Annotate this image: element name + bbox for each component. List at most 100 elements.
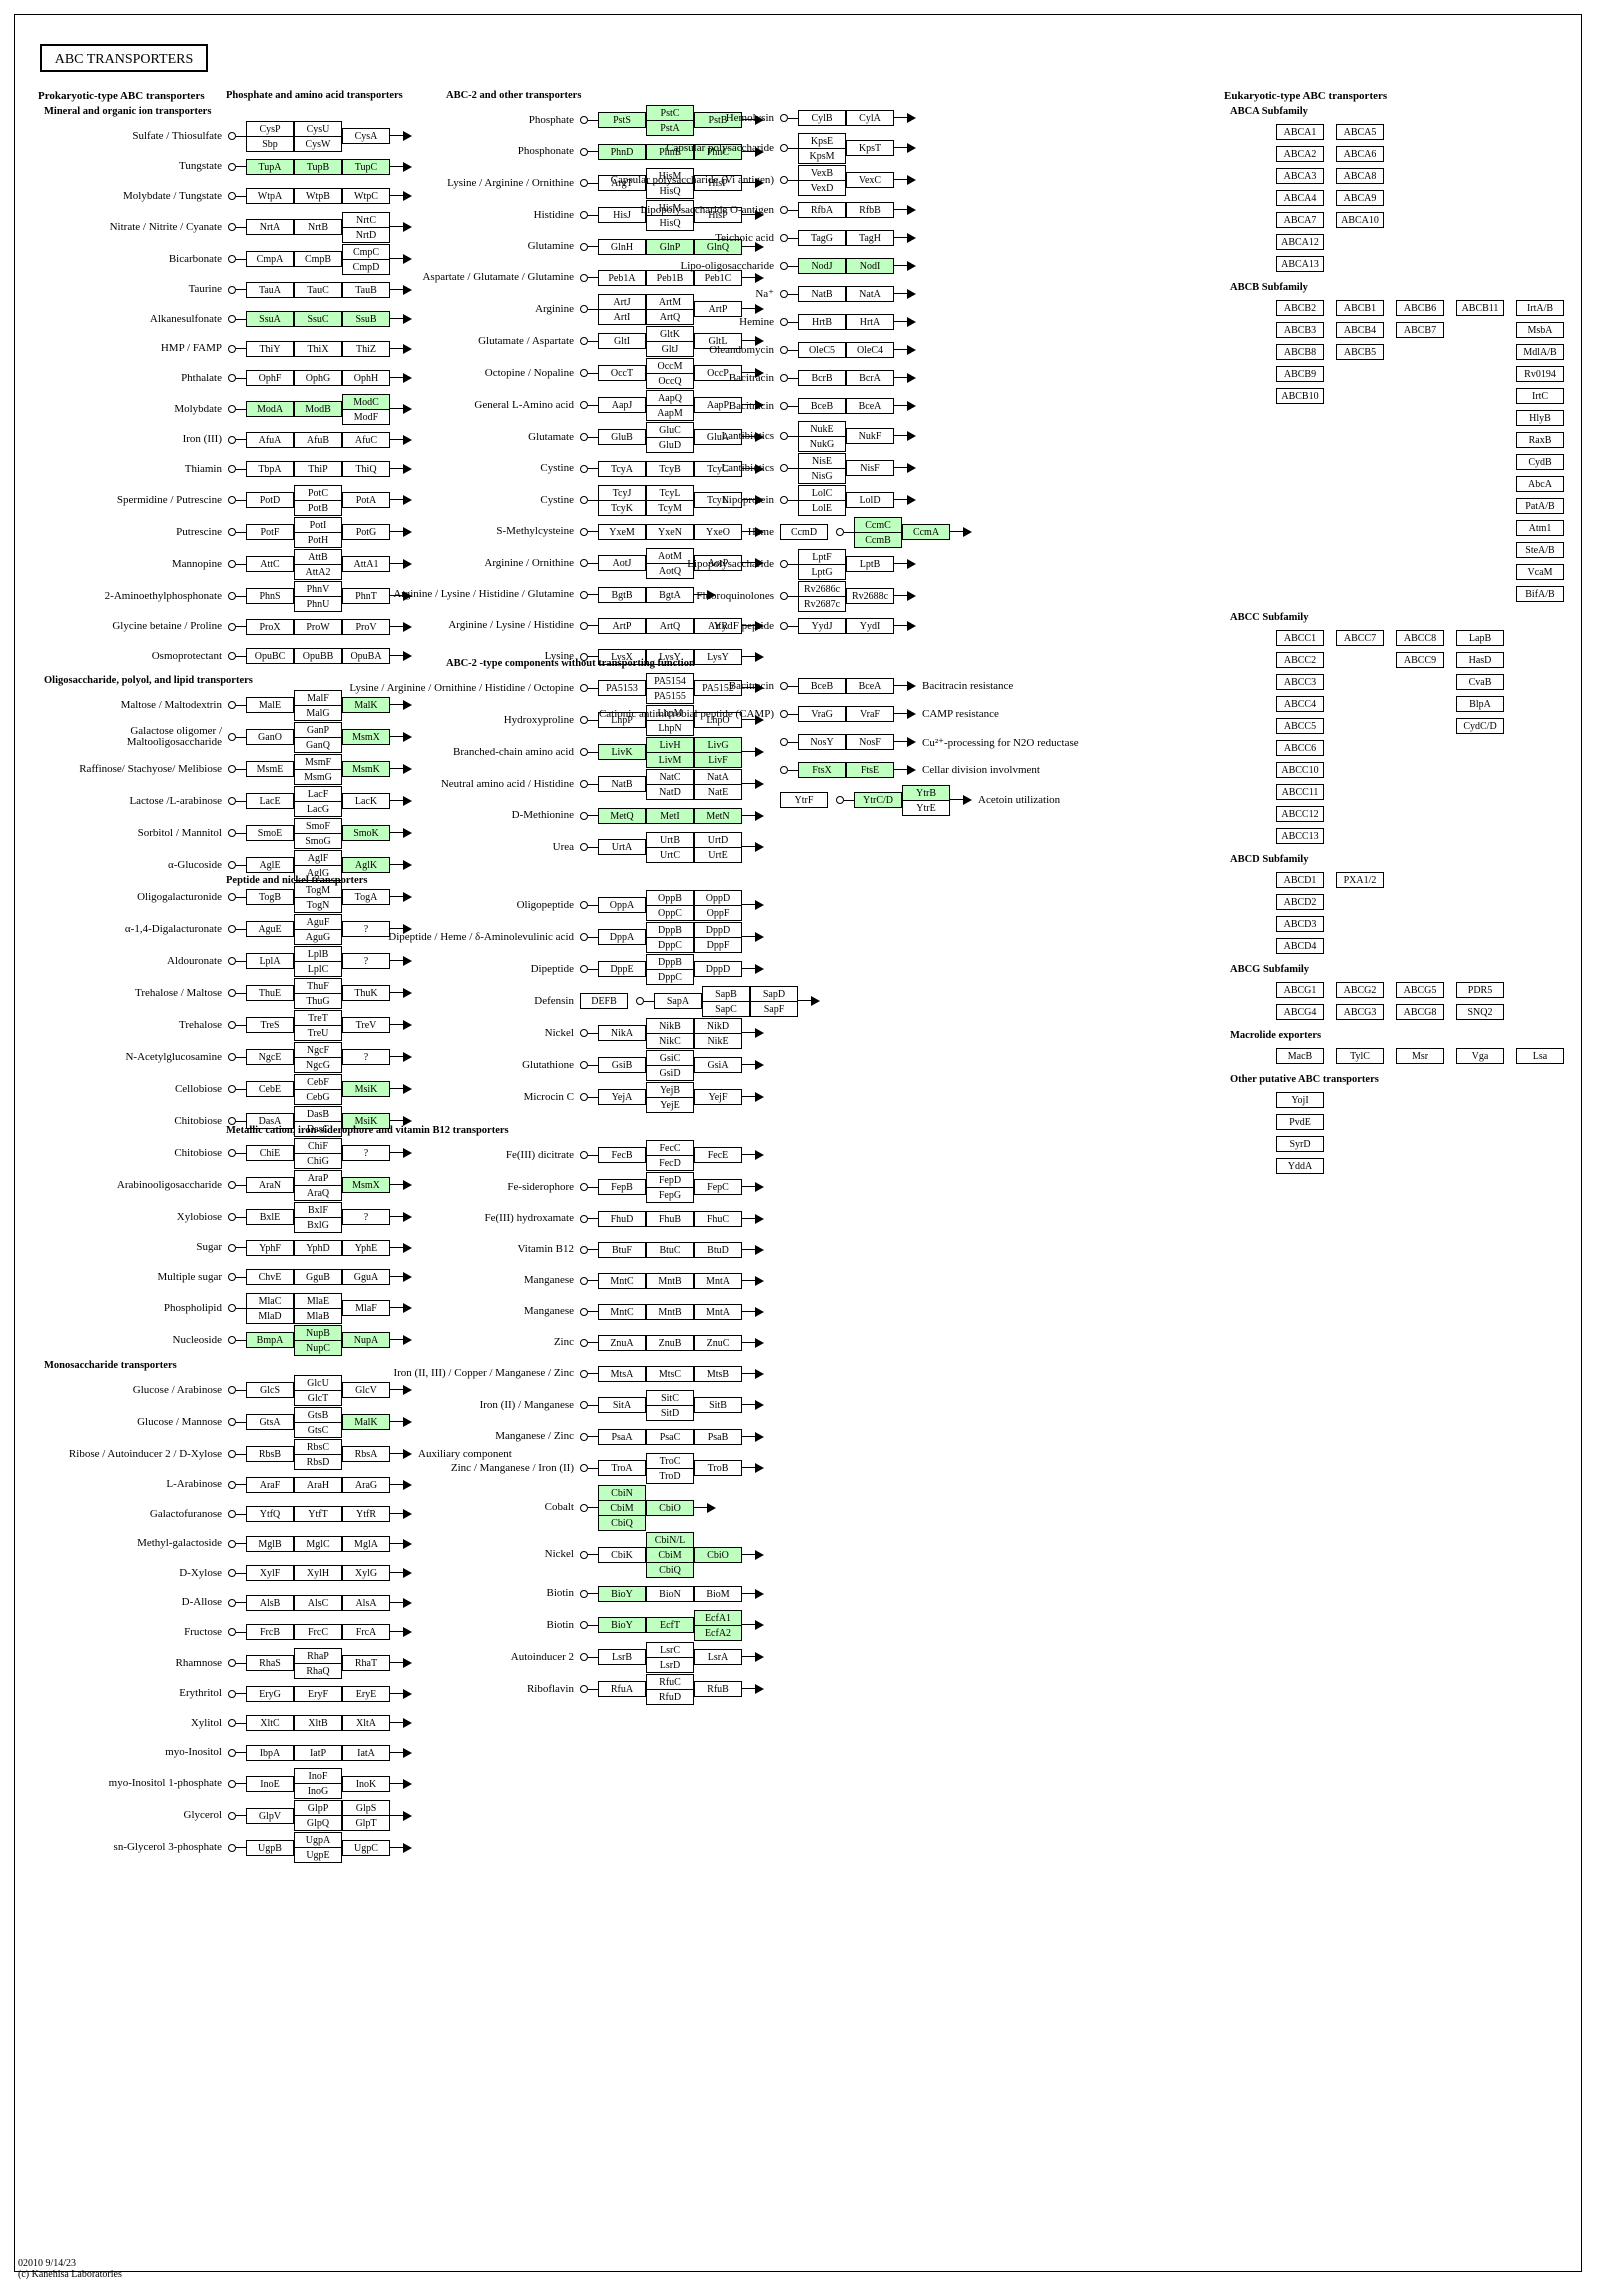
gene-box[interactable]: CebE [246, 1081, 294, 1097]
gene-box[interactable]: NukF [846, 428, 894, 444]
gene-box[interactable]: NikC [646, 1032, 694, 1049]
gene-box[interactable]: TagH [846, 230, 894, 246]
gene-box[interactable]: FtsX [798, 762, 846, 778]
transporter-row[interactable]: Arabinooligosaccharide AraN AraP AraQ MsmX [38, 1169, 512, 1201]
gene-box[interactable]: AotQ [646, 562, 694, 579]
transporter-row[interactable]: Xylobiose BxlE BxlF BxlG? [38, 1201, 512, 1233]
transporter-row[interactable]: Mannopine AttC AttB AttA2 AttA1 [38, 548, 512, 580]
gene-box[interactable]: TupB [294, 158, 342, 175]
gene-box[interactable]: ABCG4 [1276, 1004, 1324, 1020]
gene-box[interactable]: LsrC [646, 1641, 694, 1658]
gene-box[interactable]: TogM [294, 881, 342, 898]
gene-box[interactable]: ABCB8 [1276, 344, 1324, 360]
gene-box[interactable]: CylB [798, 110, 846, 126]
gene-box[interactable]: ABCD3 [1276, 916, 1324, 932]
gene-box[interactable]: DppD [694, 961, 742, 977]
gene-box[interactable]: PhnU [294, 595, 342, 612]
gene-box[interactable]: EryG [246, 1685, 294, 1702]
gene-box[interactable]: NrtD [342, 226, 390, 243]
gene-box[interactable]: ABCC5 [1276, 718, 1324, 734]
gene-box[interactable]: MntC [598, 1272, 646, 1289]
gene-box[interactable]: AfuC [342, 431, 390, 448]
gene-box[interactable]: MntC [598, 1303, 646, 1320]
gene-box[interactable]: ArtQ [646, 308, 694, 325]
gene-box[interactable]: GanO [246, 729, 294, 745]
gene-box[interactable]: NisE [798, 452, 846, 469]
gene-box[interactable]: YphF [246, 1239, 294, 1256]
gene-box[interactable]: RhaQ [294, 1662, 342, 1679]
gene-box[interactable]: MsbA [1516, 322, 1564, 338]
gene-box[interactable]: BgtA [646, 586, 694, 603]
transporter-row[interactable]: Cellobiose CebE CebF CebG MsiK [38, 1073, 512, 1105]
gene-box[interactable]: VraF [846, 706, 894, 722]
gene-box[interactable]: AraN [246, 1177, 294, 1193]
gene-box[interactable]: HisP [694, 207, 742, 223]
gene-box[interactable]: MtsB [694, 1365, 742, 1382]
gene-box[interactable]: MalG [294, 704, 342, 721]
gene-box[interactable]: LolC [798, 484, 846, 501]
gene-box[interactable]: DEFB [580, 993, 628, 1009]
gene-box[interactable]: ABCC2 [1276, 652, 1324, 668]
gene-box[interactable]: SteA/B [1516, 542, 1564, 558]
gene-box[interactable]: NisF [846, 460, 894, 476]
gene-box[interactable]: ABCA12 [1276, 234, 1324, 250]
transporter-row[interactable]: Trehalose TreS TreT TreU TreV [38, 1009, 512, 1041]
gene-box[interactable]: ABCA6 [1336, 146, 1384, 162]
gene-box[interactable]: MntB [646, 1303, 694, 1320]
gene-box[interactable]: VraG [798, 706, 846, 722]
gene-box[interactable]: SapD [750, 985, 798, 1002]
gene-box[interactable]: NisG [798, 467, 846, 484]
transporter-row[interactable]: Fe(III) hydroxamate FhuD FhuB FhuC [220, 1203, 820, 1234]
transporter-row[interactable]: Phosphate PstS PstC PstA PstB [220, 104, 820, 136]
gene-box[interactable]: RfuD [646, 1688, 694, 1705]
gene-box[interactable]: GlpP [294, 1800, 342, 1816]
gene-box[interactable]: CbiM [646, 1546, 694, 1563]
gene-box[interactable]: NikD [694, 1017, 742, 1034]
gene-box[interactable]: SitD [646, 1404, 694, 1421]
gene-box[interactable]: ThiX [294, 340, 342, 357]
transporter-row[interactable]: Glutathione GsiB GsiC GsiD GsiA [220, 1049, 820, 1081]
transporter-row[interactable]: myo-Inositol 1-phosphate InoE InoF InoG InoK [38, 1768, 512, 1800]
gene-box[interactable]: LysY [694, 648, 742, 665]
transporter-row[interactable]: Hydroxyproline LhpP LhpM LhpN LhpO [220, 704, 820, 736]
gene-box[interactable]: YydJ [798, 618, 846, 634]
gene-box[interactable]: RbsA [342, 1446, 390, 1462]
gene-box[interactable]: ABCC12 [1276, 806, 1324, 822]
gene-box[interactable]: ABCG3 [1336, 1004, 1384, 1020]
gene-box[interactable]: OphF [246, 370, 294, 387]
transporter-row[interactable]: L-Arabinose AraF AraH AraG [38, 1470, 512, 1500]
transporter-row[interactable]: Glycine betaine / Proline ProX ProW ProV [38, 612, 512, 642]
gene-box[interactable]: CbiN/L [646, 1531, 694, 1548]
gene-box[interactable]: VexB [798, 164, 846, 181]
gene-box[interactable]: FecC [646, 1139, 694, 1156]
gene-box[interactable]: LacK [342, 793, 390, 809]
gene-box[interactable]: Peb1C [694, 269, 742, 286]
gene-box[interactable]: GltL [694, 333, 742, 349]
gene-box[interactable]: ABCG1 [1276, 982, 1324, 998]
transporter-row[interactable]: Phosphonate PhnD PhnE PhnC [220, 136, 820, 167]
gene-box[interactable]: LacG [294, 800, 342, 817]
gene-box[interactable]: UgpC [342, 1839, 390, 1856]
gene-box[interactable]: MalK [342, 1414, 390, 1430]
gene-box[interactable]: AttC [246, 556, 294, 572]
gene-box[interactable]: ABCA2 [1276, 146, 1324, 162]
transporter-row[interactable]: Glutamine GlnH GlnP GlnQ [220, 231, 820, 262]
gene-box[interactable]: AotP [694, 555, 742, 571]
gene-box[interactable]: HlyB [1516, 410, 1564, 426]
transporter-row[interactable]: Arginine / Lysine / Histidine / Glutamin… [220, 579, 820, 610]
gene-box[interactable]: ABCA5 [1336, 124, 1384, 140]
gene-box[interactable]: ABCC4 [1276, 696, 1324, 712]
gene-box[interactable]: TauA [246, 281, 294, 298]
gene-box[interactable]: BioY [598, 1617, 646, 1633]
gene-box[interactable]: YphE [342, 1239, 390, 1256]
transporter-row[interactable]: Zinc ZnuA ZnuB ZnuC [220, 1327, 820, 1358]
gene-box[interactable]: TreS [246, 1017, 294, 1033]
transporter-row[interactable]: Galactose oligomer / Maltooligosaccharid… [38, 721, 512, 753]
gene-box[interactable]: HisQ [646, 182, 694, 199]
gene-box[interactable]: LacE [246, 793, 294, 809]
transporter-row[interactable]: Tungstate TupA TupB TupC [38, 152, 512, 182]
gene-box[interactable]: BceB [798, 678, 846, 694]
gene-box[interactable]: TauC [294, 281, 342, 298]
gene-box[interactable]: GsiD [646, 1064, 694, 1081]
gene-box[interactable]: YxeM [598, 523, 646, 540]
